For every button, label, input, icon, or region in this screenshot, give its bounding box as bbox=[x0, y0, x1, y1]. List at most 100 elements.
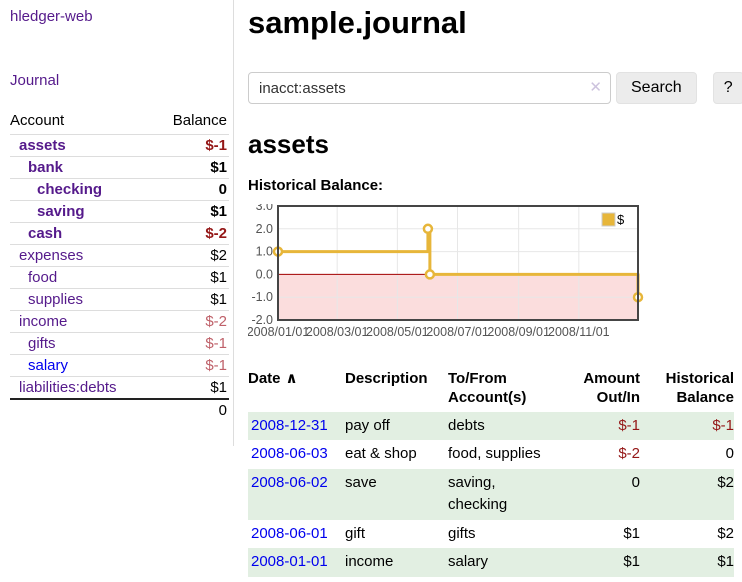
svg-text:1.0: 1.0 bbox=[256, 245, 273, 259]
svg-text:2008/05/01: 2008/05/01 bbox=[366, 325, 429, 339]
svg-text:0.0: 0.0 bbox=[256, 268, 273, 282]
svg-text:2008/03/01: 2008/03/01 bbox=[306, 325, 369, 339]
accounts-table-body: assets $-1 bank $1 checking 0 saving $1 cash $-2 e… bbox=[10, 134, 229, 399]
register-table: Date ∧ Description To/From Account(s) Amount… bbox=[248, 368, 734, 578]
svg-text:2008/07/01: 2008/07/01 bbox=[426, 325, 489, 339]
account-balance: $1 bbox=[154, 288, 229, 311]
account-link[interactable]: supplies bbox=[28, 291, 84, 308]
transaction-amount: 0 bbox=[560, 469, 640, 520]
clear-search-icon[interactable]: ✕ bbox=[589, 79, 602, 97]
transaction-amount: $1 bbox=[623, 524, 640, 542]
accounts-total-row: 0 bbox=[10, 398, 229, 421]
account-row: saving $1 bbox=[10, 200, 229, 223]
svg-text:2008/11/01: 2008/11/01 bbox=[548, 325, 610, 339]
transaction-amount: $-1 bbox=[560, 411, 640, 441]
svg-text:2.0: 2.0 bbox=[256, 222, 273, 236]
svg-text:3.0: 3.0 bbox=[256, 204, 273, 213]
transaction-date-link[interactable]: 2008-06-01 bbox=[251, 524, 328, 542]
transaction-description: pay off bbox=[345, 411, 448, 441]
historical-balance-chart: $3.0 2.0 1.0 0.0 -1.0 -2.02008/01/012008/03/0… bbox=[247, 199, 644, 339]
accounts-header-balance: Balance bbox=[172, 112, 227, 129]
account-row: income $-2 bbox=[10, 310, 229, 333]
account-link[interactable]: cash bbox=[28, 225, 63, 242]
register-row: 2008-06-03 eat & shop food, supplies $-2 0 bbox=[248, 440, 734, 469]
transaction-balance: $-1 bbox=[640, 411, 734, 441]
account-balance: $-2 bbox=[154, 222, 229, 245]
search-button[interactable]: Search bbox=[616, 72, 697, 105]
transaction-balance: 0 bbox=[725, 445, 734, 463]
sidebar: hledger-web Journal Account Balance asse… bbox=[0, 0, 234, 446]
transaction-amount: $-2 bbox=[618, 445, 640, 463]
account-balance: $-2 bbox=[154, 310, 229, 333]
account-link[interactable]: liabilities:debts bbox=[19, 379, 117, 396]
register-row: 2008-01-01 income salary $1 $1 bbox=[248, 548, 734, 578]
svg-text:$: $ bbox=[617, 212, 625, 227]
account-row: bank $1 bbox=[10, 156, 229, 179]
transaction-date-link[interactable]: 2008-01-01 bbox=[251, 553, 328, 571]
account-balance: $1 bbox=[154, 156, 229, 179]
sidebar-item-journal[interactable]: Journal bbox=[10, 72, 60, 89]
account-link[interactable]: income bbox=[19, 313, 68, 330]
transaction-accounts: gifts bbox=[448, 524, 476, 542]
register-header-to-from-account-s-[interactable]: To/From Account(s) bbox=[448, 370, 527, 406]
account-link[interactable]: gifts bbox=[28, 335, 56, 352]
help-button[interactable]: ? bbox=[712, 72, 742, 105]
account-link[interactable]: food bbox=[28, 269, 58, 286]
account-link[interactable]: assets bbox=[19, 137, 66, 154]
account-row: salary $-1 bbox=[10, 354, 229, 377]
svg-text:-2.0: -2.0 bbox=[251, 313, 273, 327]
transaction-date-link[interactable]: 2008-12-31 bbox=[251, 416, 328, 434]
register-row: 2008-12-31 pay off debts $-1 $-1 bbox=[248, 411, 734, 441]
account-balance: 0 bbox=[154, 178, 229, 201]
search-input[interactable] bbox=[248, 72, 611, 105]
chart-container: $3.0 2.0 1.0 0.0 -1.0 -2.0 2008/01/01 2008/03/0… bbox=[247, 199, 742, 346]
transaction-description: gift bbox=[345, 524, 366, 542]
register-header-row: Date ∧ Description To/From Account(s) Amount… bbox=[248, 368, 734, 412]
transaction-amount: $1 bbox=[560, 548, 640, 578]
account-link[interactable]: bank bbox=[28, 159, 64, 176]
account-row: food $1 bbox=[10, 266, 229, 289]
register-header-description[interactable]: Description bbox=[345, 370, 428, 388]
accounts-header-account: Account bbox=[10, 112, 65, 129]
transaction-balance: $2 bbox=[640, 469, 734, 520]
account-balance: $-1 bbox=[154, 354, 229, 377]
account-balance: $1 bbox=[154, 200, 229, 223]
account-balance: $2 bbox=[154, 244, 229, 267]
sort-ascending-icon: ∧ bbox=[285, 370, 298, 388]
transaction-date-link[interactable]: 2008-06-02 bbox=[251, 474, 328, 492]
account-row: expenses $2 bbox=[10, 244, 229, 267]
search-form: ✕ Search ? bbox=[248, 72, 742, 105]
account-row: checking 0 bbox=[10, 178, 229, 201]
register-header-date[interactable]: Date ∧ bbox=[248, 370, 298, 388]
register-header-amount-out-in[interactable]: Amount Out/In bbox=[583, 370, 640, 406]
register-row: 2008-06-01 gift gifts $1 $2 bbox=[248, 520, 734, 549]
account-row: cash $-2 bbox=[10, 222, 229, 245]
transaction-accounts: debts bbox=[448, 411, 560, 441]
app-brand-link[interactable]: hledger-web bbox=[10, 8, 93, 25]
account-heading: assets bbox=[248, 129, 329, 160]
account-link[interactable]: checking bbox=[37, 181, 103, 198]
transaction-balance: $2 bbox=[717, 524, 734, 542]
transaction-date-link[interactable]: 2008-06-03 bbox=[251, 445, 328, 463]
transaction-description: eat & shop bbox=[345, 445, 417, 463]
transaction-accounts: saving, checking bbox=[448, 469, 560, 520]
transaction-balance: $1 bbox=[640, 548, 734, 578]
transaction-accounts: food, supplies bbox=[448, 445, 541, 463]
accounts-total-value: 0 bbox=[154, 398, 229, 421]
svg-text:2008/01/01: 2008/01/01 bbox=[248, 325, 309, 339]
account-link[interactable]: saving bbox=[37, 203, 85, 220]
account-balance: $-1 bbox=[154, 134, 229, 157]
register-table-body: 2008-12-31 pay off debts $-1 $-1 2008-06-03 ea… bbox=[248, 411, 734, 578]
account-row: gifts $-1 bbox=[10, 332, 229, 355]
transaction-description: income bbox=[345, 548, 448, 578]
account-balance: $1 bbox=[154, 376, 229, 399]
main-content: sample.journal ✕ Search ? assets Histori… bbox=[234, 0, 742, 578]
svg-text:2008/09/01: 2008/09/01 bbox=[487, 325, 550, 339]
transaction-accounts: salary bbox=[448, 548, 560, 578]
page-title: sample.journal bbox=[248, 5, 467, 40]
account-link[interactable]: expenses bbox=[19, 247, 84, 264]
account-row: supplies $1 bbox=[10, 288, 229, 311]
account-link[interactable]: salary bbox=[28, 357, 69, 374]
account-row: assets $-1 bbox=[10, 134, 229, 157]
register-header-historical-balance[interactable]: Historical Balance bbox=[665, 370, 734, 406]
